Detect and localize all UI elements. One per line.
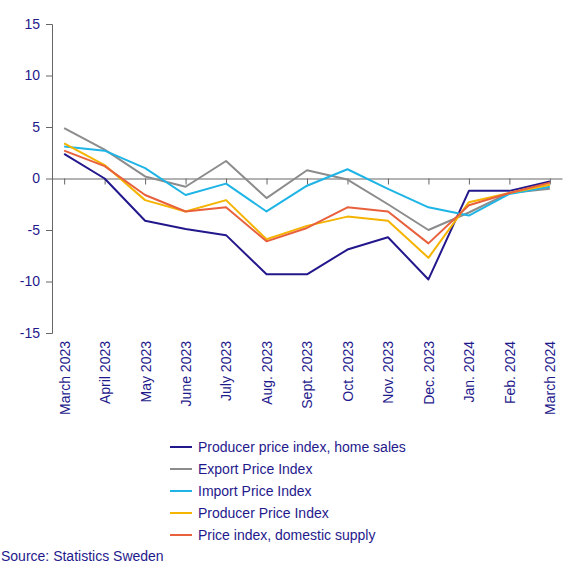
x-tick-label: Jan. 2024	[461, 341, 477, 403]
series-line	[64, 143, 550, 257]
y-tick-label: -5	[28, 222, 41, 238]
x-tick	[428, 179, 429, 185]
y-tick-label: -10	[20, 273, 40, 289]
x-label-tick: March 2023	[57, 341, 73, 415]
series-line	[64, 147, 550, 216]
legend-label: Export Price Index	[198, 461, 312, 477]
x-label-tick: Aug. 2023	[259, 341, 275, 405]
y-axis-line	[46, 25, 53, 334]
source: Source: Statistics Sweden	[1, 548, 164, 564]
x-label-tick: Feb. 2024	[502, 341, 518, 404]
x-label-tick: May 2023	[137, 341, 153, 403]
legend-label: Producer price index, home sales	[198, 439, 406, 455]
y-tick: 15	[24, 16, 52, 32]
y-tick-mark	[46, 230, 52, 231]
x-tick-label: Nov. 2023	[380, 341, 396, 404]
lines	[64, 128, 550, 279]
x-tick-mark	[307, 179, 308, 185]
x-label-tick: March 2024	[542, 341, 558, 415]
y-tick-mark	[46, 333, 52, 334]
y-tick: -10	[20, 273, 52, 289]
y-tick-mark	[46, 179, 52, 180]
x-tick-label: Sept. 2023	[299, 341, 315, 409]
x-tick-label: Oct. 2023	[340, 341, 356, 402]
y-tick-label: 10	[24, 67, 40, 83]
x-tick-mark	[64, 179, 65, 185]
x-tick-label: March 2023	[57, 341, 73, 415]
y-tick: 5	[32, 119, 52, 135]
y-tick-label: 0	[32, 170, 40, 186]
x-tick-mark	[388, 179, 389, 185]
legend-swatch	[170, 446, 192, 448]
legend-label: Import Price Index	[198, 483, 312, 499]
x-tick	[388, 179, 389, 185]
legend: Producer price index, home sales Export P…	[170, 439, 406, 543]
x-tick	[307, 179, 308, 185]
legend-swatch	[170, 490, 192, 492]
series-line	[64, 151, 550, 244]
legend-swatch	[170, 468, 192, 470]
y-axis: -15 -10 -5 0 5 10 15	[20, 16, 53, 341]
legend-swatch	[170, 534, 192, 536]
x-tick-label: June 2023	[178, 341, 194, 407]
x-tick-label: April 2023	[97, 341, 113, 404]
x-tick-mark	[428, 179, 429, 185]
x-label-tick: Jan. 2024	[461, 341, 477, 403]
x-tick	[186, 179, 187, 185]
x-tick-mark	[267, 179, 268, 185]
y-tick-mark	[46, 282, 52, 283]
x-tick-label: Aug. 2023	[259, 341, 275, 405]
x-tick-mark	[186, 179, 187, 185]
y-tick-mark	[46, 24, 52, 25]
x-tick	[145, 179, 146, 185]
x-tick	[509, 179, 510, 185]
series-line	[64, 128, 550, 230]
x-label-tick: June 2023	[178, 341, 194, 407]
x-label-tick: Nov. 2023	[380, 341, 396, 404]
y-tick: -5	[28, 222, 52, 238]
x-label-tick: Oct. 2023	[340, 341, 356, 402]
y-tick-label: -15	[20, 325, 40, 341]
series-line	[64, 154, 550, 280]
x-tick-label: Dec. 2023	[421, 341, 437, 405]
y-tick: 10	[24, 67, 52, 83]
y-tick-label: 5	[32, 119, 40, 135]
legend-label: Price index, domestic supply	[198, 527, 375, 543]
x-tick-label: May 2023	[137, 341, 153, 403]
x-tick-label: March 2024	[542, 341, 558, 415]
y-tick: 0	[32, 170, 52, 186]
x-tick-label: July 2023	[218, 341, 234, 401]
x-tick-mark	[509, 179, 510, 185]
x-labels: March 2023 April 2023 May 2023 June 2023 Jul…	[57, 341, 559, 415]
x-tick	[469, 179, 470, 185]
legend-label: Producer Price Index	[198, 505, 329, 521]
chart: -15 -10 -5 0 5 10 15 March 2023 April 2023 May 20…	[0, 0, 567, 567]
legend-swatch	[170, 512, 192, 514]
x-label-tick: July 2023	[218, 341, 234, 401]
x-label-tick: April 2023	[97, 341, 113, 404]
x-tick	[267, 179, 268, 185]
x-label-tick: Dec. 2023	[421, 341, 437, 405]
x-tick-mark	[469, 179, 470, 185]
x-tick	[64, 179, 65, 185]
y-tick-label: 15	[24, 16, 40, 32]
y-tick: -15	[20, 325, 52, 341]
x-tick-label: Feb. 2024	[502, 341, 518, 404]
x-label-tick: Sept. 2023	[299, 341, 315, 409]
y-tick-mark	[46, 76, 52, 77]
y-tick-mark	[46, 127, 52, 128]
x-tick-mark	[145, 179, 146, 185]
